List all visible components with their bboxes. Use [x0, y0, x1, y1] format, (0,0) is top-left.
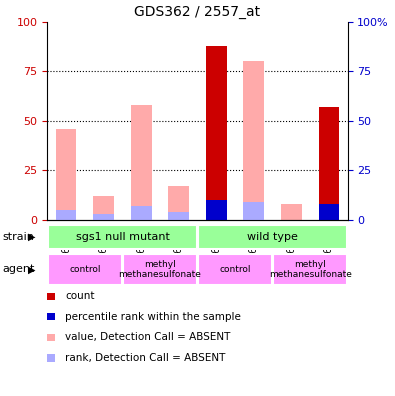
Title: GDS362 / 2557_at: GDS362 / 2557_at: [134, 6, 261, 19]
Text: agent: agent: [2, 265, 34, 274]
Bar: [93, 214, 114, 220]
Bar: [131, 206, 152, 220]
Bar: [318, 107, 339, 220]
Text: wild type: wild type: [247, 232, 298, 242]
Bar: [198, 225, 347, 249]
Bar: [243, 202, 264, 220]
Bar: [318, 204, 339, 220]
Text: value, Detection Call = ABSENT: value, Detection Call = ABSENT: [65, 332, 231, 343]
Bar: [48, 225, 197, 249]
Text: count: count: [65, 291, 95, 301]
Text: methyl
methanesulfonate: methyl methanesulfonate: [269, 260, 352, 279]
Bar: [273, 254, 347, 285]
Text: sgs1 null mutant: sgs1 null mutant: [75, 232, 169, 242]
Bar: [198, 254, 272, 285]
Text: control: control: [69, 265, 101, 274]
Bar: [168, 212, 189, 220]
Text: ▶: ▶: [28, 265, 36, 274]
Bar: [206, 46, 227, 220]
Bar: [206, 200, 227, 220]
Bar: [131, 105, 152, 220]
Bar: [206, 46, 227, 220]
Bar: [93, 196, 114, 220]
Text: rank, Detection Call = ABSENT: rank, Detection Call = ABSENT: [65, 353, 226, 363]
Text: control: control: [219, 265, 251, 274]
Bar: [318, 107, 339, 220]
Bar: [168, 186, 189, 220]
Bar: [56, 210, 77, 220]
Text: methyl
methanesulfonate: methyl methanesulfonate: [118, 260, 201, 279]
Bar: [281, 204, 302, 220]
Bar: [56, 129, 77, 220]
Text: percentile rank within the sample: percentile rank within the sample: [65, 312, 241, 322]
Bar: [243, 61, 264, 220]
Bar: [48, 254, 122, 285]
Text: strain: strain: [2, 232, 34, 242]
Bar: [123, 254, 197, 285]
Text: ▶: ▶: [28, 232, 36, 242]
